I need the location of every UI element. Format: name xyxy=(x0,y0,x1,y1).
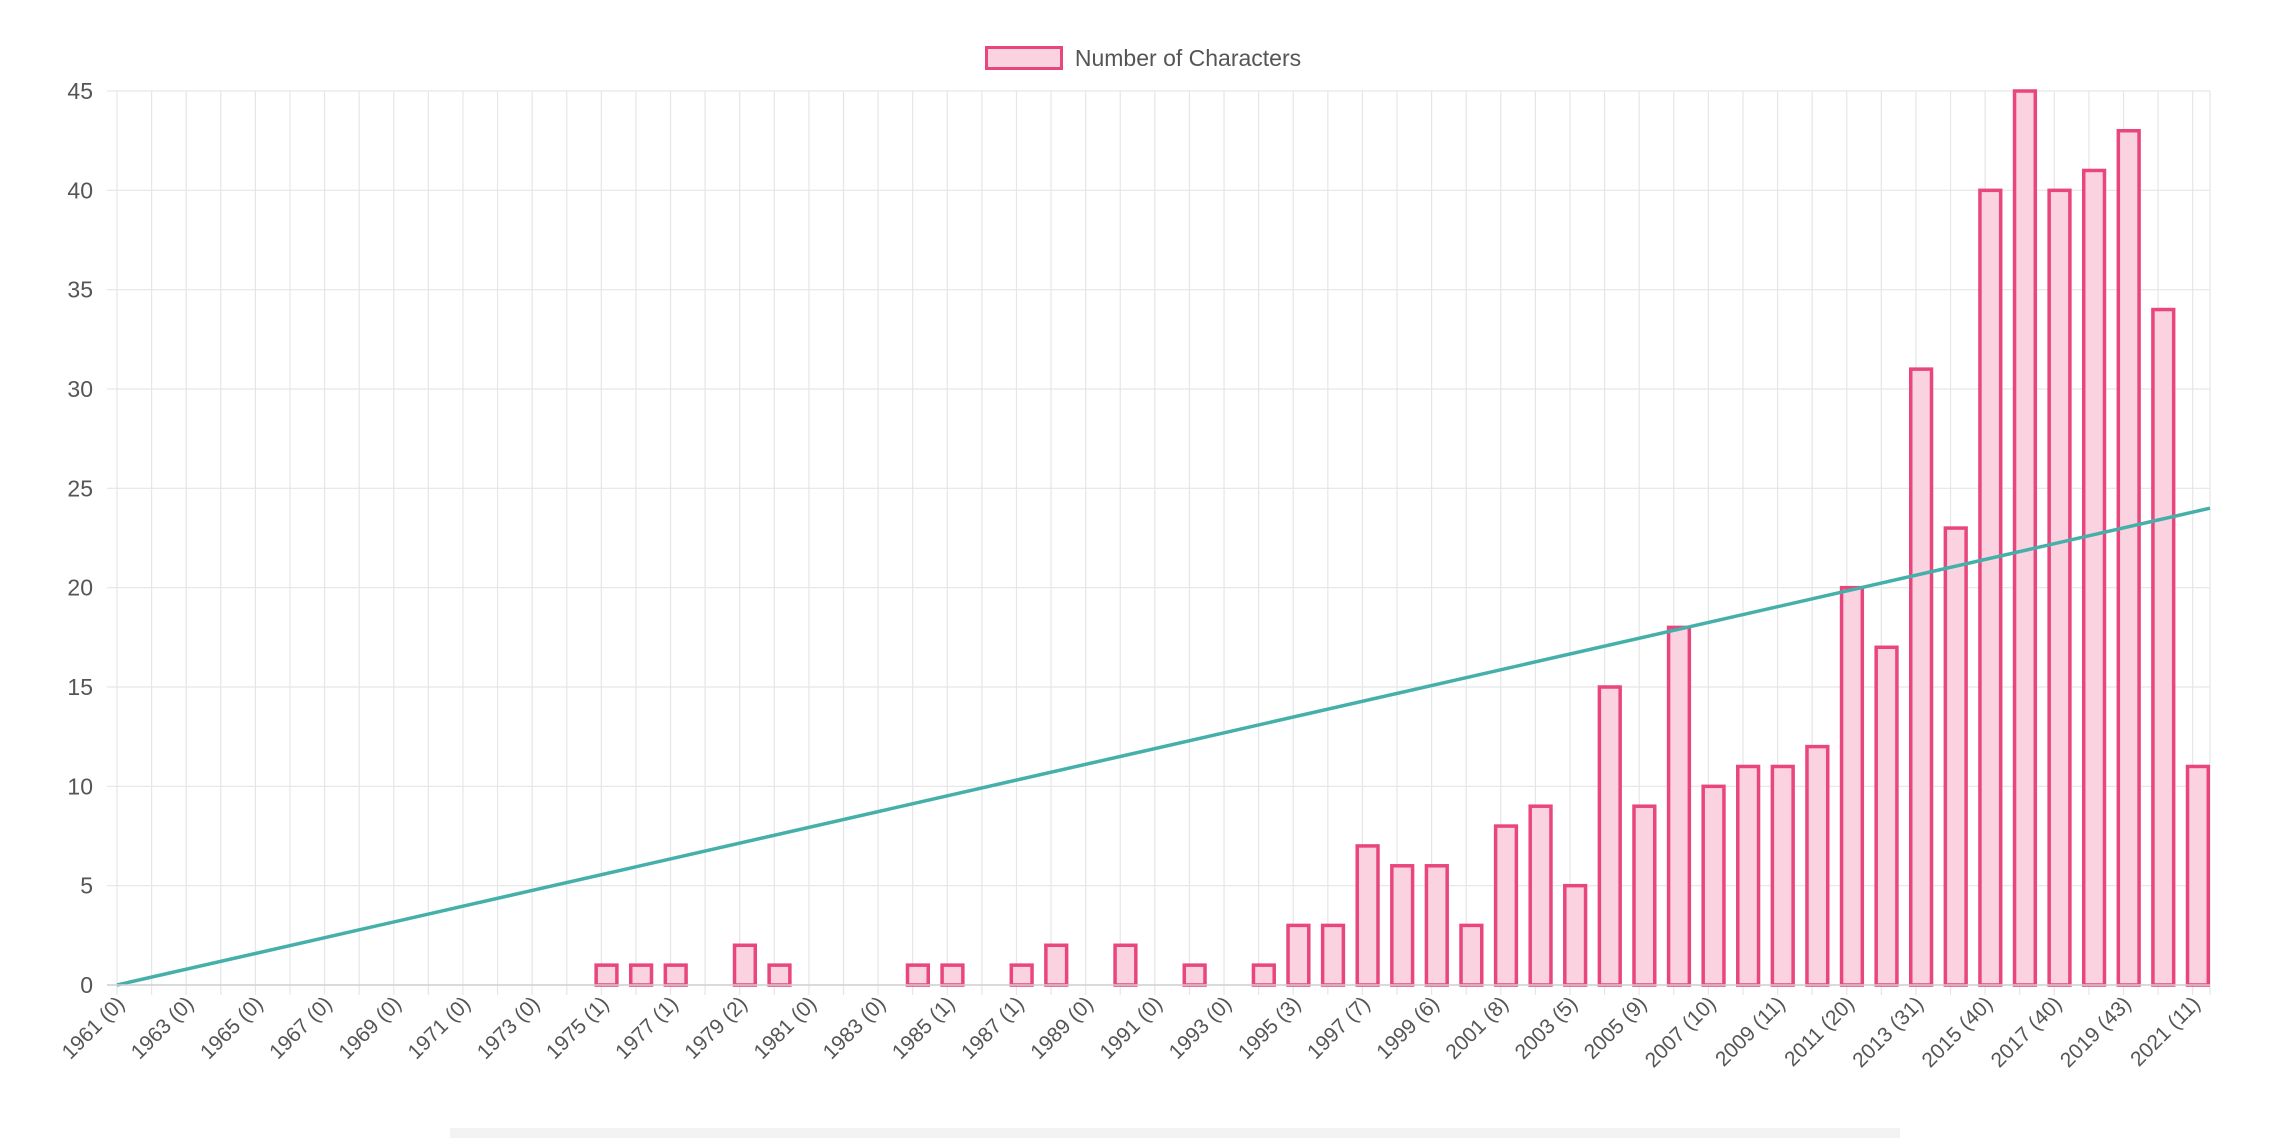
x-tick-label: 1999 (6) xyxy=(1372,992,1444,1064)
x-tick-label: 1969 (0) xyxy=(334,992,406,1064)
y-tick-label: 35 xyxy=(67,277,93,303)
bar[interactable] xyxy=(1528,804,1553,987)
x-tick-label: 1987 (1) xyxy=(957,992,1029,1064)
x-tick-label: 1961 (0) xyxy=(58,992,130,1064)
bar[interactable] xyxy=(2116,128,2141,987)
bar[interactable] xyxy=(1286,923,1311,987)
bar[interactable] xyxy=(905,963,931,987)
y-tick-label: 5 xyxy=(80,873,93,899)
trend-line xyxy=(116,506,2211,987)
bar[interactable] xyxy=(1839,585,1865,987)
bar[interactable] xyxy=(767,963,792,987)
y-axis: 0 5 10 15 20 25 30 35 40 45 xyxy=(67,78,93,998)
x-tick-label: 1977 (1) xyxy=(611,992,683,1064)
bar[interactable] xyxy=(1320,923,1346,987)
legend-label: Number of Characters xyxy=(1074,45,1302,71)
bar[interactable] xyxy=(2012,89,2038,987)
bar[interactable] xyxy=(1943,526,1968,987)
x-tick-label: 1997 (7) xyxy=(1303,992,1375,1064)
x-tick-label: 1973 (0) xyxy=(473,992,545,1064)
x-tick-label: 1981 (0) xyxy=(750,992,822,1064)
bar[interactable] xyxy=(940,963,965,987)
x-tick-label: 2019 (43) xyxy=(2056,992,2136,1072)
bar[interactable] xyxy=(1424,864,1449,987)
x-tick-label: 1991 (0) xyxy=(1095,992,1167,1064)
horizontal-scrollbar[interactable] xyxy=(450,1128,1900,1138)
y-tick-label: 40 xyxy=(67,177,93,203)
bar[interactable] xyxy=(1701,784,1726,987)
bar[interactable] xyxy=(1009,963,1034,987)
y-tick-label: 25 xyxy=(67,475,93,501)
bar[interactable] xyxy=(1459,923,1484,987)
x-tick-label: 1995 (3) xyxy=(1234,992,1306,1064)
bar[interactable] xyxy=(1978,188,2003,987)
bar[interactable] xyxy=(2081,168,2107,987)
bar[interactable] xyxy=(1044,943,1069,987)
bar[interactable] xyxy=(1355,844,1380,987)
legend[interactable]: Number of Characters xyxy=(0,42,2286,78)
bar[interactable] xyxy=(2047,188,2072,987)
bar[interactable] xyxy=(1251,963,1276,987)
bars xyxy=(594,89,2211,987)
bar[interactable] xyxy=(2185,764,2211,987)
bar[interactable] xyxy=(1736,764,1761,987)
x-tick-label: 1967 (0) xyxy=(265,992,337,1064)
x-tick-label: 2011 (20) xyxy=(1780,992,1859,1071)
x-tick-label: 1989 (0) xyxy=(1026,992,1098,1064)
x-tick-label: 2007 (10) xyxy=(1641,992,1721,1072)
bar[interactable] xyxy=(1909,367,1934,987)
x-tick-label: 2001 (8) xyxy=(1441,992,1513,1064)
x-tick-label: 2013 (31) xyxy=(1848,992,1928,1072)
bar[interactable] xyxy=(663,963,688,987)
bar[interactable] xyxy=(1632,804,1657,987)
bar[interactable] xyxy=(1493,824,1519,987)
bar[interactable] xyxy=(1597,685,1622,987)
bar[interactable] xyxy=(594,963,619,987)
x-tick-label: 1963 (0) xyxy=(127,992,199,1064)
x-tick-label: 1985 (1) xyxy=(888,992,960,1064)
y-tick-label: 45 xyxy=(67,78,93,104)
legend-swatch xyxy=(984,46,1063,70)
x-tick-label: 2021 (11) xyxy=(2126,992,2205,1071)
x-axis: 1961 (0)1963 (0)1965 (0)1967 (0)1969 (0)… xyxy=(58,984,2210,1072)
x-tick-label: 2017 (40) xyxy=(1987,992,2067,1072)
x-tick-label: 2005 (9) xyxy=(1580,992,1652,1064)
bar[interactable] xyxy=(628,963,654,987)
x-tick-label: 1965 (0) xyxy=(196,992,268,1064)
bar[interactable] xyxy=(1182,963,1207,987)
y-tick-label: 20 xyxy=(67,575,93,601)
bar[interactable] xyxy=(1805,744,1830,987)
bar[interactable] xyxy=(1770,764,1795,987)
bar[interactable] xyxy=(1563,883,1588,987)
bar[interactable] xyxy=(1666,625,1692,987)
bar[interactable] xyxy=(1390,864,1415,987)
trend-line-layer xyxy=(116,506,2211,987)
y-tick-label: 0 xyxy=(80,972,93,998)
bar[interactable] xyxy=(2151,307,2176,987)
bar[interactable] xyxy=(1874,645,1899,987)
y-tick-label: 30 xyxy=(67,376,93,402)
x-tick-label: 1993 (0) xyxy=(1165,992,1237,1064)
x-tick-label: 2003 (5) xyxy=(1511,992,1583,1064)
bar[interactable] xyxy=(732,943,758,987)
y-tick-label: 10 xyxy=(67,773,93,799)
x-tick-label: 2015 (40) xyxy=(1917,992,1997,1072)
x-tick-label: 1971 (0) xyxy=(404,992,476,1064)
x-tick-label: 1979 (2) xyxy=(680,992,752,1064)
x-tick-label: 1975 (1) xyxy=(542,992,614,1064)
x-tick-label: 2009 (11) xyxy=(1711,992,1790,1071)
y-tick-label: 15 xyxy=(67,674,93,700)
bar[interactable] xyxy=(1113,943,1138,987)
x-tick-label: 1983 (0) xyxy=(819,992,891,1064)
